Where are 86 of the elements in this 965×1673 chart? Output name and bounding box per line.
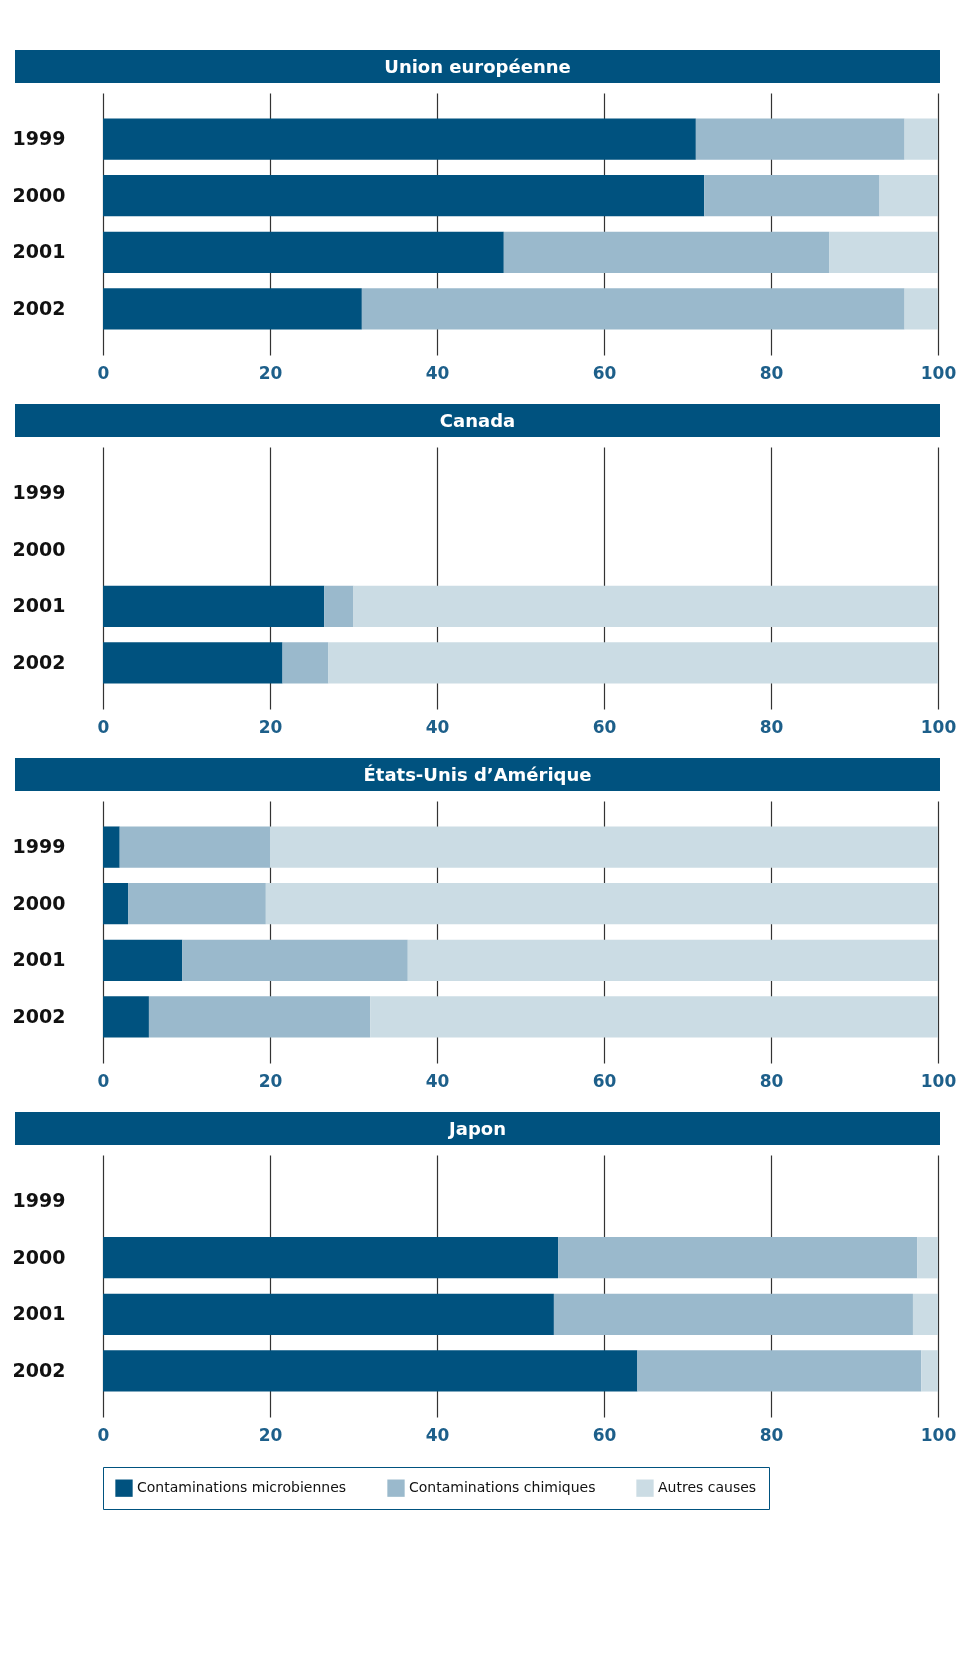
x-tick-label: 40 [425, 1070, 450, 1091]
x-tick-label: 40 [425, 1424, 450, 1445]
y-tick-label: 2002 [12, 1004, 66, 1027]
bar [103, 826, 120, 868]
bar [904, 288, 938, 330]
bar [917, 1237, 938, 1279]
bar [361, 288, 905, 330]
x-tick-label: 80 [759, 716, 784, 737]
bar [103, 883, 129, 925]
chart-title: Canada [15, 404, 940, 437]
bar [503, 231, 830, 273]
y-tick-label: 2002 [12, 650, 66, 673]
chart-title: Union européenne [15, 50, 940, 83]
y-tick-label: 1999 [12, 481, 66, 504]
x-tick-label: 0 [97, 716, 110, 737]
x-tick-label: 60 [592, 1424, 617, 1445]
x-tick-label: 80 [759, 1424, 784, 1445]
bar [370, 996, 938, 1038]
y-tick-label: 2000 [12, 1245, 66, 1268]
bar [270, 826, 938, 868]
legend-label: Contaminations microbiennes [137, 1479, 347, 1496]
x-tick-label: 20 [258, 1070, 283, 1091]
x-tick-label: 100 [920, 362, 957, 383]
x-tick-label: 100 [920, 1070, 957, 1091]
bar [128, 883, 266, 925]
bar [103, 118, 696, 160]
bar [558, 1237, 918, 1279]
bar [553, 1293, 913, 1335]
bar [103, 1237, 559, 1279]
bar [103, 288, 362, 330]
bar [353, 585, 938, 627]
y-tick-label: 2000 [12, 183, 66, 206]
x-tick-label: 100 [920, 716, 957, 737]
x-tick-label: 0 [97, 362, 110, 383]
bar [879, 175, 938, 217]
bar [912, 1293, 938, 1335]
bar [103, 585, 325, 627]
bar [921, 1350, 938, 1392]
bar [265, 883, 938, 925]
y-tick-label: 2001 [12, 1302, 66, 1325]
chart-title: États-Unis d’Amérique [15, 758, 940, 791]
y-tick-label: 2002 [12, 296, 66, 319]
x-tick-label: 60 [592, 716, 617, 737]
bar [182, 939, 408, 981]
chart-title: Japon [15, 1112, 940, 1145]
x-tick-label: 100 [920, 1424, 957, 1445]
bar [103, 642, 283, 684]
bar [324, 585, 354, 627]
y-tick-label: 2002 [12, 1358, 66, 1381]
x-tick-label: 80 [759, 362, 784, 383]
bar [829, 231, 938, 273]
x-tick-label: 20 [258, 716, 283, 737]
y-tick-label: 2000 [12, 537, 66, 560]
x-tick-label: 20 [258, 362, 283, 383]
x-tick-label: 40 [425, 362, 450, 383]
x-tick-label: 20 [258, 1424, 283, 1445]
bar [103, 231, 504, 273]
bar [328, 642, 938, 684]
legend-label: Autres causes [658, 1479, 757, 1496]
bar [637, 1350, 922, 1392]
bar [103, 175, 705, 217]
x-tick-label: 0 [97, 1424, 110, 1445]
y-tick-label: 1999 [12, 835, 66, 858]
bar [407, 939, 938, 981]
bar [904, 118, 938, 160]
bar [103, 996, 149, 1038]
bar [695, 118, 905, 160]
x-tick-label: 40 [425, 716, 450, 737]
x-tick-label: 60 [592, 1070, 617, 1091]
bar [103, 1293, 554, 1335]
bar [103, 939, 183, 981]
x-tick-label: 60 [592, 362, 617, 383]
y-tick-label: 1999 [12, 1189, 66, 1212]
bar [282, 642, 329, 684]
y-tick-label: 2001 [12, 594, 66, 617]
y-tick-label: 2001 [12, 948, 66, 971]
legend-label: Contaminations chimiques [409, 1479, 596, 1496]
y-tick-label: 2001 [12, 240, 66, 263]
bar [148, 996, 371, 1038]
x-tick-label: 0 [97, 1070, 110, 1091]
y-tick-label: 1999 [12, 127, 66, 150]
x-tick-label: 80 [759, 1070, 784, 1091]
bar [119, 826, 270, 868]
bar [103, 1350, 638, 1392]
y-tick-label: 2000 [12, 891, 66, 914]
bar [704, 175, 880, 217]
